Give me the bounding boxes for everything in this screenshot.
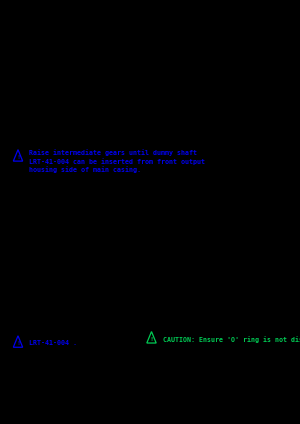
Text: !: ! xyxy=(17,155,19,160)
Text: housing side of main casing.: housing side of main casing. xyxy=(29,166,141,173)
Text: !: ! xyxy=(150,337,153,342)
Text: LRT-41-004 .: LRT-41-004 . xyxy=(29,340,77,346)
Text: CAUTION: Ensure 'O' ring is not displaced: CAUTION: Ensure 'O' ring is not displace… xyxy=(163,336,300,343)
Text: Raise intermediate gears until dummy shaft: Raise intermediate gears until dummy sha… xyxy=(29,149,197,156)
Text: !: ! xyxy=(17,341,19,346)
Text: LRT-41-004 can be inserted from front output: LRT-41-004 can be inserted from front ou… xyxy=(29,159,206,165)
